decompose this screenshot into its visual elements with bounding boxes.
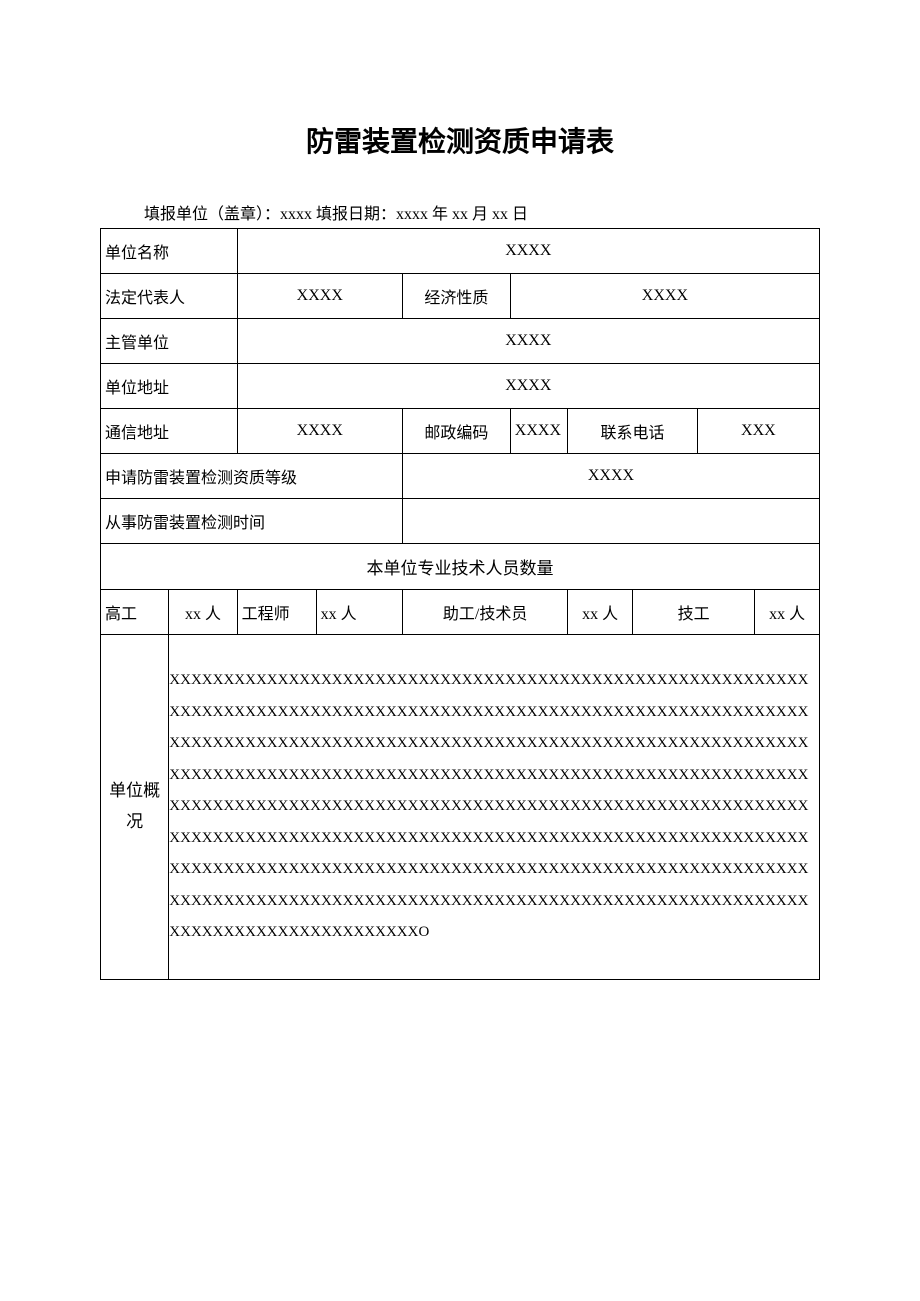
value-mail-addr: XXXX: [237, 409, 402, 454]
page-title: 防雷装置检测资质申请表: [100, 120, 820, 160]
value-postal: XXXX: [510, 409, 568, 454]
label-supervisor: 主管单位: [101, 319, 238, 364]
value-unit-addr: XXXX: [237, 364, 819, 409]
row-tech-header: 本单位专业技术人员数量: [101, 544, 820, 590]
application-table: 单位名称 XXXX 法定代表人 XXXX 经济性质 XXXX 主管单位 XXXX…: [100, 228, 820, 980]
row-unit-name: 单位名称 XXXX: [101, 229, 820, 274]
row-legal-rep: 法定代表人 XXXX 经济性质 XXXX: [101, 274, 820, 319]
row-mail-addr: 通信地址 XXXX 邮政编码 XXXX 联系电话 XXX: [101, 409, 820, 454]
label-unit-name: 单位名称: [101, 229, 238, 274]
label-senior: 高工: [101, 590, 169, 635]
value-supervisor: XXXX: [237, 319, 819, 364]
label-assist: 助工/技术员: [402, 590, 567, 635]
label-worker: 技工: [633, 590, 755, 635]
value-senior: xx 人: [169, 590, 237, 635]
header-line: 填报单位（盖章）：xxxx 填报日期：xxxx 年 xx 月 xx 日: [100, 200, 820, 224]
header-date-label: 填报日期：: [316, 206, 396, 223]
label-apply-level: 申请防雷装置检测资质等级: [101, 454, 403, 499]
row-unit-addr: 单位地址 XXXX: [101, 364, 820, 409]
row-apply-level: 申请防雷装置检测资质等级 XXXX: [101, 454, 820, 499]
label-overview: 单位概况: [101, 635, 169, 980]
label-engineer: 工程师: [237, 590, 316, 635]
header-prefix: 填报单位（盖章）：: [144, 206, 280, 223]
value-econ: XXXX: [510, 274, 819, 319]
value-engineer: xx 人: [316, 590, 402, 635]
value-overview: XXXXXXXXXXXXXXXXXXXXXXXXXXXXXXXXXXXXXXXX…: [169, 635, 820, 980]
label-econ: 经济性质: [402, 274, 510, 319]
row-work-time: 从事防雷装置检测时间: [101, 499, 820, 544]
row-supervisor: 主管单位 XXXX: [101, 319, 820, 364]
row-overview: 单位概况 XXXXXXXXXXXXXXXXXXXXXXXXXXXXXXXXXXX…: [101, 635, 820, 980]
value-work-time: [402, 499, 819, 544]
value-tel: XXX: [697, 409, 819, 454]
label-postal: 邮政编码: [402, 409, 510, 454]
label-work-time: 从事防雷装置检测时间: [101, 499, 403, 544]
label-tel: 联系电话: [568, 409, 697, 454]
label-unit-addr: 单位地址: [101, 364, 238, 409]
value-apply-level: XXXX: [402, 454, 819, 499]
value-assist: xx 人: [568, 590, 633, 635]
value-legal-rep: XXXX: [237, 274, 402, 319]
value-unit-name: XXXX: [237, 229, 819, 274]
tech-header: 本单位专业技术人员数量: [101, 544, 820, 590]
value-worker: xx 人: [755, 590, 820, 635]
header-unit: xxxx: [280, 206, 312, 223]
page: 防雷装置检测资质申请表 填报单位（盖章）：xxxx 填报日期：xxxx 年 xx…: [0, 0, 920, 980]
row-tech: 高工 xx 人 工程师 xx 人 助工/技术员 xx 人 技工 xx 人: [101, 590, 820, 635]
label-legal-rep: 法定代表人: [101, 274, 238, 319]
header-date-value: xxxx 年 xx 月 xx 日: [396, 206, 528, 223]
label-mail-addr: 通信地址: [101, 409, 238, 454]
